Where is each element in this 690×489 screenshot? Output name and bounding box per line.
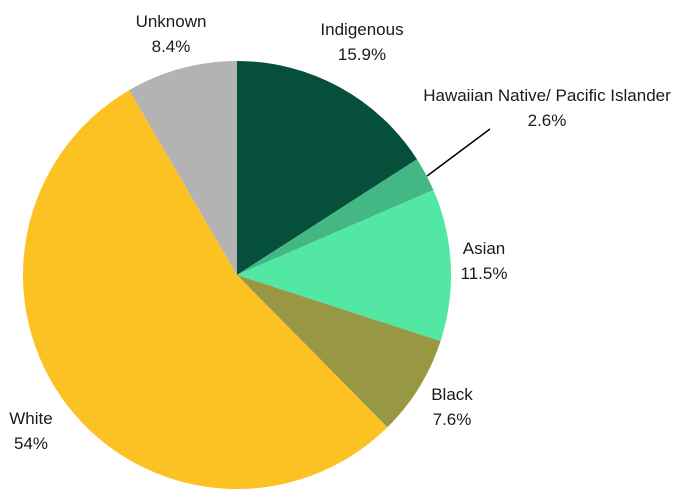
slice-label-indigenous: Indigenous 15.9% <box>320 20 403 64</box>
asian-label: Asian <box>463 239 506 258</box>
slice-label-unknown: Unknown 8.4% <box>136 12 207 56</box>
indigenous-value: 15.9% <box>338 45 386 64</box>
pie-slice-hawaiian <box>237 159 434 275</box>
pie-slices <box>23 61 451 489</box>
pie-slice-white <box>23 90 388 489</box>
pie-slice-asian <box>237 190 451 342</box>
slice-label-asian: Asian 11.5% <box>461 239 508 283</box>
white-value: 54% <box>14 434 48 453</box>
hawaiian-value: 2.6% <box>528 111 567 130</box>
slice-label-hawaiian: Hawaiian Native/ Pacific Islander 2.6% <box>423 86 671 130</box>
hawaiian-leader-line <box>426 128 491 177</box>
indigenous-label: Indigenous <box>320 20 403 39</box>
black-value: 7.6% <box>433 410 472 429</box>
slice-label-white: White 54% <box>9 409 52 453</box>
hawaiian-label: Hawaiian Native/ Pacific Islander <box>423 86 671 105</box>
unknown-value: 8.4% <box>152 37 191 56</box>
white-label: White <box>9 409 52 428</box>
asian-value: 11.5% <box>461 264 508 283</box>
pie-slice-indigenous <box>237 61 417 275</box>
pie-slice-black <box>237 275 441 428</box>
black-label: Black <box>431 385 473 404</box>
unknown-label: Unknown <box>136 12 207 31</box>
pie-slice-unknown <box>129 61 237 275</box>
slice-label-black: Black 7.6% <box>431 385 473 429</box>
